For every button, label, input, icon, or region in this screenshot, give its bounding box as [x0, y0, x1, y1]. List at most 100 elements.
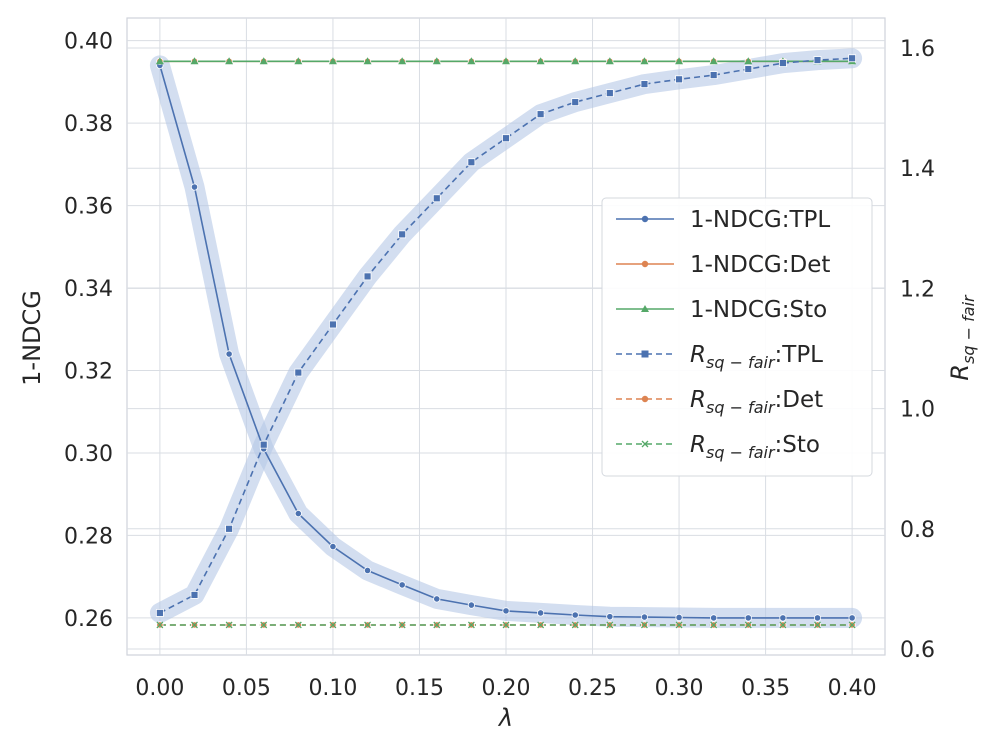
right-y-tick-label: 1.2	[900, 277, 935, 302]
marker-R_sq−fair:TPL	[709, 71, 718, 79]
marker-1-NDCG:Sto	[675, 57, 684, 65]
marker-R_sq−fair:Sto	[260, 621, 268, 629]
marker-R_sq−fair:TPL	[432, 194, 441, 203]
marker-1-NDCG:Sto	[190, 57, 199, 65]
marker-1-NDCG:TPL	[329, 542, 337, 551]
marker-R_sq−fair:Sto	[467, 621, 475, 629]
marker-1-NDCG:Sto	[744, 57, 753, 65]
series-markers	[155, 54, 857, 629]
marker-R_sq−fair:TPL	[467, 158, 476, 167]
left-y-tick-label: 0.38	[64, 112, 113, 137]
marker-1-NDCG:TPL	[225, 350, 233, 358]
marker-1-NDCG:Sto	[709, 57, 718, 65]
marker-1-NDCG:TPL	[294, 509, 302, 518]
legend-label: Rsq − fair:Sto	[690, 432, 820, 462]
marker-R_sq−fair:TPL	[675, 75, 683, 84]
marker-R_sq−fair:Sto	[537, 621, 545, 629]
legend-marker	[641, 260, 649, 268]
left-y-tick-label: 0.40	[64, 30, 113, 55]
legend-marker	[641, 305, 649, 312]
legend-marker	[641, 395, 649, 403]
marker-1-NDCG:TPL	[710, 614, 718, 622]
right-y-tick-label: 0.8	[900, 518, 935, 543]
right-y-tick-label: 0.6	[900, 638, 935, 663]
marker-R_sq−fair:TPL	[398, 230, 407, 239]
marker-R_sq−fair:TPL	[813, 56, 822, 64]
marker-1-NDCG:TPL	[502, 607, 510, 615]
marker-1-NDCG:Sto	[467, 57, 476, 65]
marker-R_sq−fair:TPL	[363, 272, 372, 281]
left-y-axis-ticks: 0.26 0.28 0.30 0.32 0.34 0.36 0.38 0.40	[64, 30, 113, 632]
left-y-tick-label: 0.36	[64, 195, 113, 220]
x-tick-label: 0.05	[222, 676, 271, 701]
x-tick-label: 0.00	[135, 676, 184, 701]
marker-1-NDCG:TPL	[537, 609, 545, 617]
legend-label: 1-NDCG:Sto	[690, 297, 827, 323]
marker-R_sq−fair:Sto	[191, 621, 198, 629]
marker-1-NDCG:TPL	[779, 614, 787, 622]
marker-R_sq−fair:Sto	[710, 621, 718, 629]
series-line-R_sq−fair:TPL	[159, 57, 853, 614]
marker-R_sq−fair:Sto	[329, 621, 337, 629]
marker-R_sq−fair:Sto	[502, 621, 510, 629]
marker-R_sq−fair:Sto	[779, 621, 787, 629]
marker-1-NDCG:Sto	[294, 57, 303, 65]
x-axis-ticks: 0.00 0.05 0.10 0.15 0.20 0.25 0.30 0.35 0.40	[135, 676, 876, 701]
marker-R_sq−fair:Sto	[744, 621, 752, 629]
marker-1-NDCG:Sto	[398, 57, 407, 65]
marker-R_sq−fair:TPL	[640, 80, 649, 89]
marker-1-NDCG:Sto	[640, 57, 649, 65]
x-tick-label: 0.10	[308, 676, 357, 701]
marker-R_sq−fair:Sto	[675, 621, 683, 629]
marker-1-NDCG:TPL	[640, 613, 649, 621]
marker-R_sq−fair:TPL	[155, 609, 164, 617]
legend-label: Rsq − fair:TPL	[690, 342, 823, 372]
legend-label: 1-NDCG:TPL	[690, 207, 830, 233]
marker-1-NDCG:TPL	[398, 581, 406, 589]
marker-1-NDCG:TPL	[675, 613, 683, 622]
x-axis-label: λ	[497, 704, 513, 732]
marker-R_sq−fair:TPL	[502, 134, 510, 143]
right-y-axis-ticks: 0.6 0.8 1.0 1.2 1.4 1.6	[900, 37, 935, 663]
marker-R_sq−fair:Sto	[571, 621, 579, 629]
marker-R_sq−fair:Sto	[364, 621, 372, 629]
right-y-tick-label: 1.6	[900, 37, 935, 62]
marker-R_sq−fair:Sto	[433, 621, 441, 629]
left-y-tick-label: 0.34	[64, 277, 113, 302]
marker-1-NDCG:TPL	[363, 566, 372, 575]
left-y-axis-label: 1-NDCG	[18, 290, 46, 386]
marker-R_sq−fair:TPL	[190, 591, 199, 599]
marker-R_sq−fair:Sto	[640, 621, 648, 629]
marker-1-NDCG:Sto	[432, 57, 441, 65]
left-y-tick-label: 0.30	[64, 442, 113, 467]
marker-1-NDCG:Sto	[328, 57, 337, 65]
marker-R_sq−fair:TPL	[605, 89, 614, 98]
marker-R_sq−fair:TPL	[329, 320, 337, 329]
x-tick-label: 0.35	[741, 676, 790, 701]
marker-R_sq−fair:TPL	[848, 54, 857, 63]
marker-1-NDCG:TPL	[606, 613, 614, 621]
marker-R_sq−fair:Sto	[225, 621, 233, 629]
x-tick-label: 0.30	[655, 676, 704, 701]
marker-R_sq−fair:Sto	[814, 621, 821, 629]
marker-R_sq−fair:Sto	[156, 621, 164, 629]
legend-marker	[641, 440, 649, 448]
marker-1-NDCG:Sto	[605, 57, 614, 65]
marker-1-NDCG:TPL	[467, 601, 475, 609]
marker-R_sq−fair:TPL	[259, 440, 268, 449]
marker-R_sq−fair:TPL	[778, 59, 787, 67]
x-tick-label: 0.20	[482, 676, 531, 701]
marker-R_sq−fair:TPL	[536, 110, 545, 119]
marker-1-NDCG:TPL	[848, 614, 856, 622]
legend-marker	[641, 215, 649, 223]
marker-1-NDCG:TPL	[571, 611, 579, 619]
marker-R_sq−fair:Sto	[606, 621, 614, 629]
marker-R_sq−fair:Sto	[294, 621, 302, 629]
marker-1-NDCG:Sto	[502, 57, 510, 65]
marker-1-NDCG:TPL	[744, 614, 752, 622]
x-tick-label: 0.40	[828, 676, 877, 701]
x-tick-label: 0.15	[395, 676, 444, 701]
marker-1-NDCG:Sto	[571, 57, 580, 65]
x-tick-label: 0.25	[568, 676, 617, 701]
